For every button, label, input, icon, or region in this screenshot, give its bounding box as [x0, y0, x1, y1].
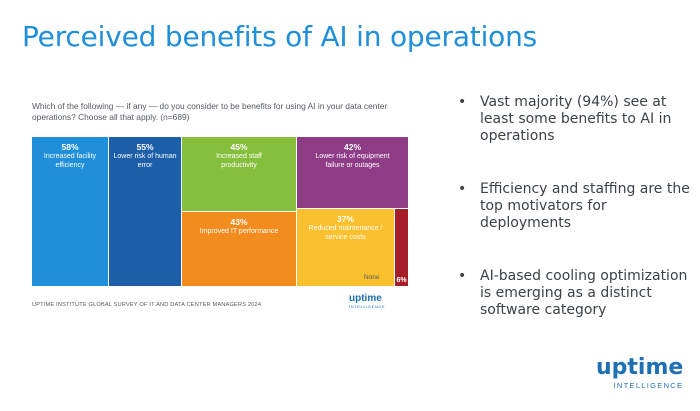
tile-value: 58% [61, 142, 79, 152]
tile-reduced-maintenance-costs: 37% Reduced maintenance / service costs [297, 209, 394, 286]
bullet-item: • AI-based cooling optimization is emerg… [458, 268, 690, 319]
tile-improved-it-performance: 43% Improved IT performance [182, 212, 296, 286]
bullet-dot-icon: • [458, 181, 467, 197]
tile-value: 55% [136, 142, 154, 152]
tile-increased-facility-efficiency: 58% Increased facility efficiency [32, 137, 108, 286]
tile-value: 37% [336, 214, 354, 224]
bullet-list: • Vast majority (94%) see at least some … [458, 94, 690, 319]
bullet-item: • Efficiency and staffing are the top mo… [458, 181, 690, 232]
survey-question: Which of the following — if any — do you… [32, 101, 388, 122]
tile-increased-staff-productivity: 45% Increased staff productivity [182, 137, 296, 211]
tile-label: Increased staff productivity [216, 153, 262, 169]
tile-lower-risk-of-human-error: 55% Lower risk of human error [109, 137, 181, 286]
bullet-dot-icon: • [458, 268, 467, 284]
slide-title: Perceived benefits of AI in operations [22, 20, 538, 53]
tile-lower-risk-of-equipment-failure: 42% Lower risk of equipment failure or o… [297, 137, 408, 208]
bullet-item: • Vast majority (94%) see at least some … [458, 94, 690, 145]
tile-value: 42% [343, 142, 361, 152]
tile-value: 45% [230, 142, 248, 152]
tile-label: Improved IT performance [199, 228, 279, 235]
bullet-dot-icon: • [458, 94, 467, 110]
tile-value: 6% [396, 277, 407, 284]
uptime-logo-small: uptime INTELLIGENCE [349, 293, 386, 310]
tile-none: 6% [395, 209, 408, 286]
uptime-logo: uptime INTELLIGENCE [596, 355, 684, 391]
tile-label: Increased facility efficiency [43, 153, 97, 169]
logo-sub: INTELLIGENCE [349, 304, 386, 309]
bullet-text: Efficiency and staffing are the top moti… [480, 181, 690, 231]
tile-value: 43% [230, 217, 248, 227]
tile-label: Lower risk of equipment failure or outag… [315, 153, 390, 169]
logo-sub: INTELLIGENCE [613, 381, 684, 390]
logo-word: uptime [596, 355, 684, 380]
bullet-text: AI-based cooling optimization is emergin… [480, 268, 688, 318]
bullet-text: Vast majority (94%) see at least some be… [480, 94, 672, 144]
tile-label: Lower risk of human error [113, 153, 177, 169]
tile-label: Reduced maintenance / service costs [308, 225, 383, 241]
logo-word: uptime [349, 293, 382, 304]
source-note: UPTIME INSTITUTE GLOBAL SURVEY OF IT AND… [32, 302, 262, 308]
none-label: None [364, 274, 380, 281]
